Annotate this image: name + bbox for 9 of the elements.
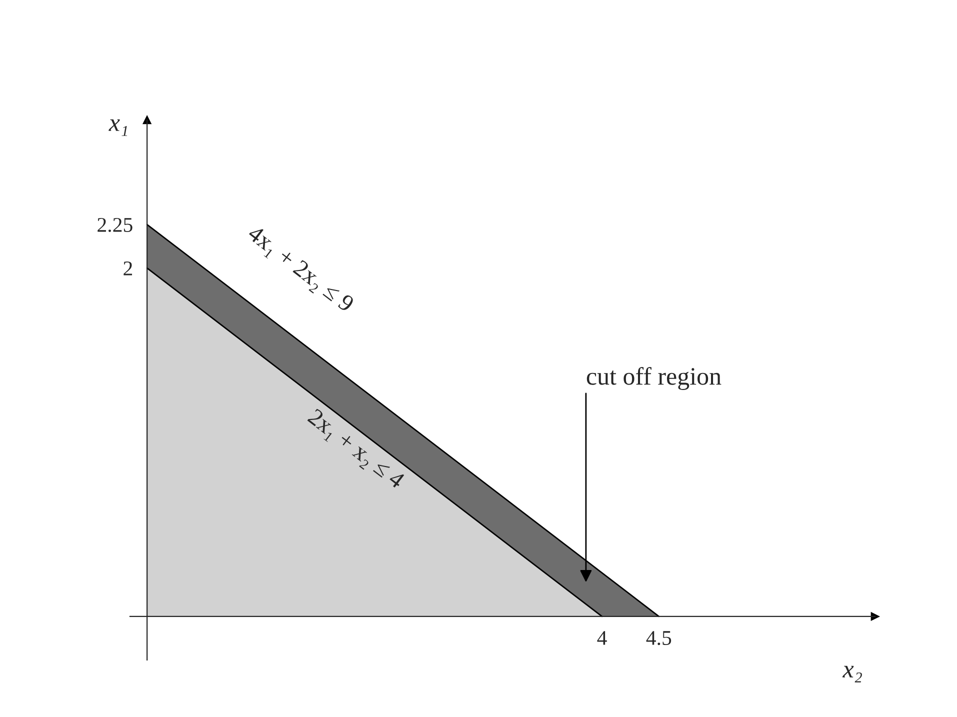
- y-tick-label: 2.25: [98, 218, 132, 232]
- x-axis-title: x₂: [842, 666, 862, 682]
- annotation: 4x₁ + 2x₂ ≤ 9: [244, 224, 355, 316]
- y-tick-label: 2: [124, 261, 132, 276]
- x-tick-label: 4: [597, 631, 607, 645]
- y-axis-title: x₁: [108, 119, 128, 136]
- annotation: cut off region: [586, 367, 722, 390]
- x-tick-label: 4.5: [646, 631, 672, 646]
- annotation: 2x₁ + x₂ ≤ 4: [304, 408, 406, 493]
